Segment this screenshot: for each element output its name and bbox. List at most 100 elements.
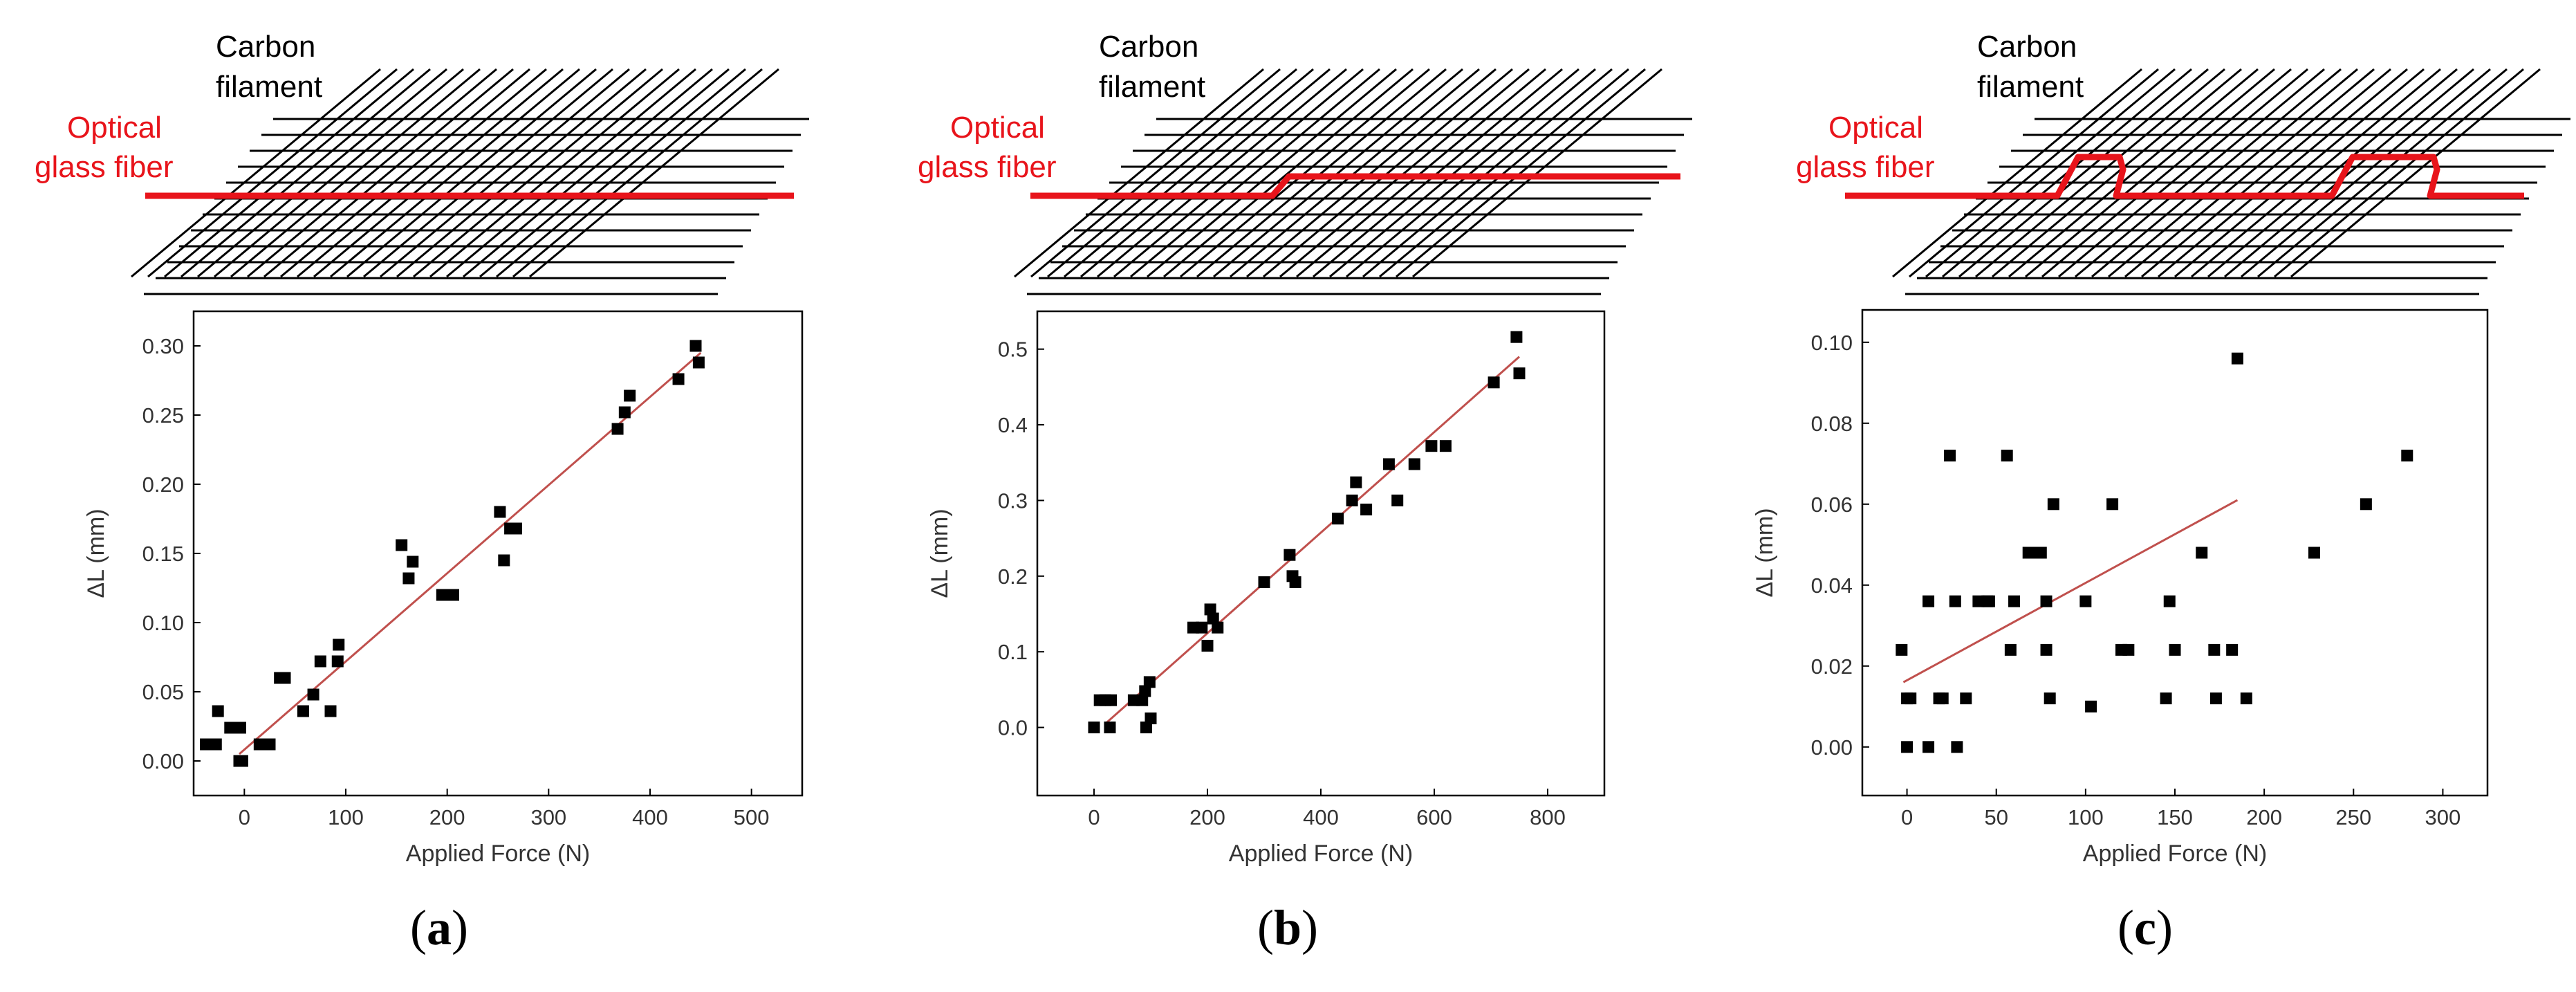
y-tick-label: 0.25 [142, 403, 184, 428]
y-tick-label: 0.1 [998, 640, 1028, 664]
data-point [307, 688, 319, 701]
filament-diagonal-line [363, 68, 613, 278]
x-tick-label: 50 [1984, 805, 2008, 829]
y-tick-label: 0.4 [998, 413, 1028, 437]
filament-diagonal-line [1047, 68, 1297, 278]
x-axis-label: Applied Force (N) [1229, 841, 1413, 867]
filament-diagonal-line [2091, 68, 2342, 278]
y-axis-label: ΔL (mm) [1752, 508, 1778, 597]
filament-diagonal-line [1064, 68, 1314, 278]
schematic-a: Carbon filament Optical glass fiber [35, 30, 809, 295]
y-tick-label: 0.10 [1811, 331, 1853, 355]
data-point [618, 406, 631, 419]
data-point [2001, 450, 2013, 462]
data-point [2122, 643, 2135, 656]
filament-diagonal-line [214, 68, 464, 278]
filament-diagonal-line [2108, 68, 2358, 278]
filament-diagonal-line [1014, 68, 1264, 278]
filament-diagonal-line [479, 68, 730, 278]
data-point [1382, 458, 1395, 470]
filament-diagonal-line [2141, 68, 2391, 278]
x-tick-label: 250 [2335, 805, 2371, 829]
filament-diagonal-line [1329, 68, 1579, 278]
data-point [1145, 712, 1157, 724]
data-point [1140, 722, 1152, 734]
data-point [210, 738, 222, 751]
data-point [324, 705, 337, 717]
schematic-c: Carbon filament Optical glass fiber [1796, 30, 2570, 295]
x-tick-label: 100 [328, 805, 364, 829]
y-tick-label: 0.20 [142, 472, 184, 497]
data-point [1425, 440, 1438, 452]
plot-frame [1036, 310, 1606, 797]
data-point [1207, 612, 1219, 625]
data-point [1139, 685, 1151, 697]
filament-diagonal-line [131, 68, 381, 278]
filament-diagonal-line [1263, 68, 1513, 278]
chart-c: 0 50 100 150 200 250 300 0.00 0.02 0.04 0.06 0.08 0.… [1752, 309, 2489, 867]
filament-diagonal-line [180, 68, 431, 278]
data-point [1951, 741, 1963, 753]
data-point [314, 655, 326, 668]
y-axis-label: ΔL (mm) [927, 508, 953, 598]
optical-fiber-label: glass fiber [1796, 150, 1935, 184]
data-point [2035, 546, 2047, 559]
data-point [1901, 741, 1914, 753]
data-point [1960, 692, 1972, 705]
filament-diagonal-line [2224, 68, 2474, 278]
filament-diagonal-line [2191, 68, 2441, 278]
filament-diagonal-line [396, 68, 647, 278]
filament-diagonal-line [1313, 68, 1563, 278]
data-point [672, 373, 685, 385]
y-tick-label: 0.06 [1811, 493, 1853, 517]
data-point [1391, 494, 1404, 506]
data-point [212, 705, 224, 717]
x-tick-label: 0 [1901, 805, 1913, 829]
x-tick-label: 0 [239, 805, 250, 829]
panel-label-a: (a) [410, 900, 468, 955]
data-point [1201, 639, 1214, 652]
x-tick-label: 500 [734, 805, 770, 829]
linear-fit-line [1104, 356, 1520, 725]
data-point [2240, 692, 2252, 705]
data-point [1513, 367, 1526, 380]
y-tick-label: 0.0 [998, 716, 1028, 740]
plot-frame [192, 310, 804, 797]
data-point [2040, 595, 2053, 607]
schematic-b: Carbon filament Optical glass fiber [918, 30, 1692, 295]
data-point [2208, 643, 2221, 656]
filament-diagonal-line [1346, 68, 1596, 278]
optical-fiber-label: Optical [950, 111, 1045, 145]
data-point [2209, 692, 2222, 705]
data-point [1905, 692, 1917, 705]
filament-diagonal-line [2041, 68, 2292, 278]
data-point [2360, 498, 2372, 511]
filament-diagonal-line [2274, 68, 2524, 278]
data-point [1104, 722, 1116, 734]
filament-diagonal-line [1180, 68, 1430, 278]
filament-diagonal-line [1113, 68, 1364, 278]
data-point [333, 639, 345, 651]
data-point [2008, 595, 2021, 607]
filament-diagonal-line [263, 68, 514, 278]
optical-fiber-line [1030, 173, 1680, 199]
data-point [1360, 504, 1373, 516]
data-point [297, 705, 309, 717]
data-point [692, 356, 705, 369]
filament-diagonal-line [1230, 68, 1480, 278]
filament-diagonal-line [197, 68, 447, 278]
x-tick-label: 150 [2157, 805, 2193, 829]
filament-diagonal-line [496, 68, 746, 278]
carbon-filament-label: Carbon [1977, 30, 2077, 64]
data-point [263, 738, 276, 751]
x-tick-label: 600 [1416, 805, 1452, 829]
data-point [200, 738, 212, 751]
filament-diagonal-line [164, 68, 414, 278]
data-point [498, 554, 510, 567]
filament-diagonal-line [1163, 68, 1414, 278]
data-point [1332, 513, 1344, 525]
data-point [407, 555, 419, 568]
data-point [494, 506, 506, 518]
filament-diagonal-line [1992, 68, 2242, 278]
